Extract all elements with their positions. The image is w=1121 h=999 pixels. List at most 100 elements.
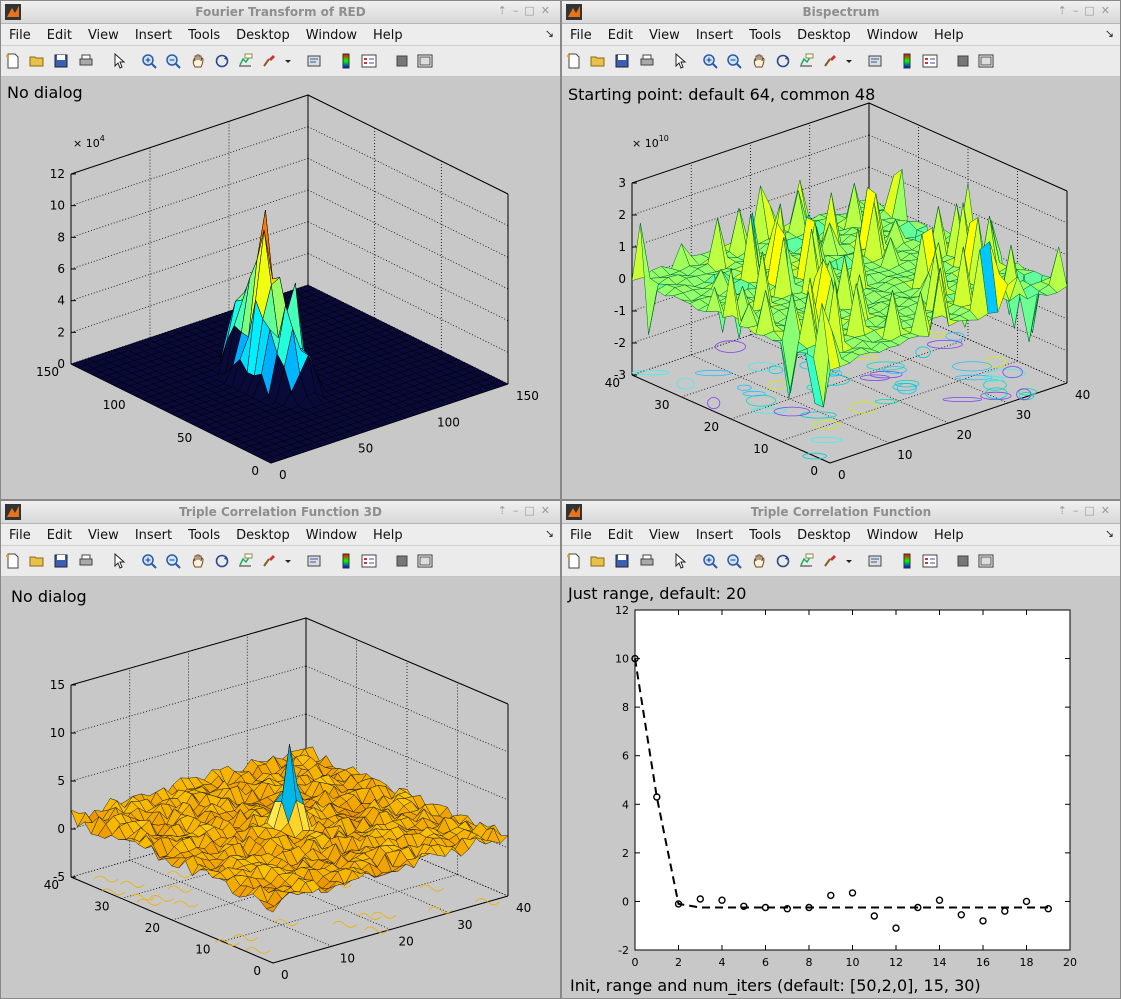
menu-tools[interactable]: Tools [749,528,782,543]
dock-arrow-icon[interactable]: ↘ [544,27,554,40]
legend-icon[interactable] [361,53,377,69]
brush-dropdown-icon[interactable] [284,53,292,69]
menu-window[interactable]: Window [305,28,358,43]
link-icon[interactable] [867,53,883,69]
pointer-icon[interactable] [672,553,688,569]
title-bar[interactable]: Fourier Transform of RED ⇡–□✕ [1,1,560,24]
pan-icon[interactable] [190,553,206,569]
dock-arrow-icon[interactable]: ↘ [1104,527,1114,540]
data-cursor-icon[interactable] [237,553,253,569]
pointer-icon[interactable] [672,53,688,69]
window-buttons[interactable]: ⇡–□✕ [498,4,556,17]
pan-icon[interactable] [751,53,767,69]
link-icon[interactable] [867,553,883,569]
colorbar-icon[interactable] [899,53,915,69]
menu-view[interactable]: View [87,28,119,43]
data-cursor-icon[interactable] [798,553,814,569]
menu-window[interactable]: Window [305,528,358,543]
zoom-in-icon[interactable] [141,53,157,69]
show-plot-tools-icon[interactable] [417,553,433,569]
zoom-out-icon[interactable] [726,53,742,69]
pin-icon[interactable]: ⇡ [1057,4,1073,17]
data-cursor-icon[interactable] [798,53,814,69]
print-icon[interactable] [639,553,655,569]
minimize-icon[interactable]: – [1072,504,1085,517]
pan-icon[interactable] [751,553,767,569]
correlation-surface-plot[interactable]: -5 0 5 10 15 0 10 20 30 40 0 10 20 30 40 [1,577,560,998]
menu-help[interactable]: Help [373,528,403,543]
menu-tools[interactable]: Tools [749,28,782,43]
menu-tools[interactable]: Tools [188,28,221,43]
colorbar-icon[interactable] [338,53,354,69]
zoom-in-icon[interactable] [141,553,157,569]
menu-view[interactable]: View [87,528,119,543]
zoom-in-icon[interactable] [702,53,718,69]
brush-dropdown-icon[interactable] [284,553,292,569]
rotate-icon[interactable] [214,553,230,569]
pin-icon[interactable]: ⇡ [497,4,513,17]
brush-dropdown-icon[interactable] [845,53,853,69]
minimize-icon[interactable]: – [1072,4,1085,17]
new-file-icon[interactable] [5,553,21,569]
open-folder-icon[interactable] [590,53,606,69]
zoom-out-icon[interactable] [726,553,742,569]
menu-insert[interactable]: Insert [134,528,173,543]
window-buttons[interactable]: ⇡–□✕ [498,504,556,517]
close-icon[interactable]: ✕ [1100,504,1116,517]
menu-window[interactable]: Window [866,528,919,543]
hide-plot-tools-icon[interactable] [394,53,410,69]
menu-edit[interactable]: Edit [46,528,72,543]
rotate-icon[interactable] [775,53,791,69]
brush-dropdown-icon[interactable] [845,553,853,569]
open-folder-icon[interactable] [590,553,606,569]
hide-plot-tools-icon[interactable] [394,553,410,569]
brush-icon[interactable] [822,553,838,569]
menu-insert[interactable]: Insert [695,28,734,43]
menu-desktop[interactable]: Desktop [236,28,290,43]
close-icon[interactable]: ✕ [540,504,556,517]
maximize-icon[interactable]: □ [524,504,541,517]
close-icon[interactable]: ✕ [540,4,556,17]
title-bar[interactable]: Bispectrum ⇡–□✕ [562,1,1120,24]
print-icon[interactable] [639,53,655,69]
hide-plot-tools-icon[interactable] [955,53,971,69]
show-plot-tools-icon[interactable] [978,53,994,69]
menu-help[interactable]: Help [934,28,964,43]
brush-icon[interactable] [261,553,277,569]
new-file-icon[interactable] [5,53,21,69]
save-icon[interactable] [53,53,69,69]
legend-icon[interactable] [922,53,938,69]
title-bar[interactable]: Triple Correlation Function 3D ⇡–□✕ [1,501,560,524]
pan-icon[interactable] [190,53,206,69]
menu-desktop[interactable]: Desktop [236,528,290,543]
maximize-icon[interactable]: □ [524,4,541,17]
pointer-icon[interactable] [111,53,127,69]
zoom-in-icon[interactable] [702,553,718,569]
new-file-icon[interactable] [566,553,582,569]
data-cursor-icon[interactable] [237,53,253,69]
window-buttons[interactable]: ⇡–□✕ [1058,4,1116,17]
new-file-icon[interactable] [566,53,582,69]
pointer-icon[interactable] [111,553,127,569]
dock-arrow-icon[interactable]: ↘ [544,527,554,540]
close-icon[interactable]: ✕ [1100,4,1116,17]
zoom-out-icon[interactable] [165,53,181,69]
save-icon[interactable] [53,553,69,569]
menu-file[interactable]: File [570,528,592,543]
legend-icon[interactable] [361,553,377,569]
rotate-icon[interactable] [775,553,791,569]
menu-edit[interactable]: Edit [607,528,633,543]
zoom-out-icon[interactable] [165,553,181,569]
open-folder-icon[interactable] [29,53,45,69]
menu-file[interactable]: File [9,28,31,43]
menu-desktop[interactable]: Desktop [797,528,851,543]
open-folder-icon[interactable] [29,553,45,569]
menu-desktop[interactable]: Desktop [797,28,851,43]
link-icon[interactable] [306,53,322,69]
minimize-icon[interactable]: – [512,4,525,17]
rotate-icon[interactable] [214,53,230,69]
print-icon[interactable] [78,53,94,69]
